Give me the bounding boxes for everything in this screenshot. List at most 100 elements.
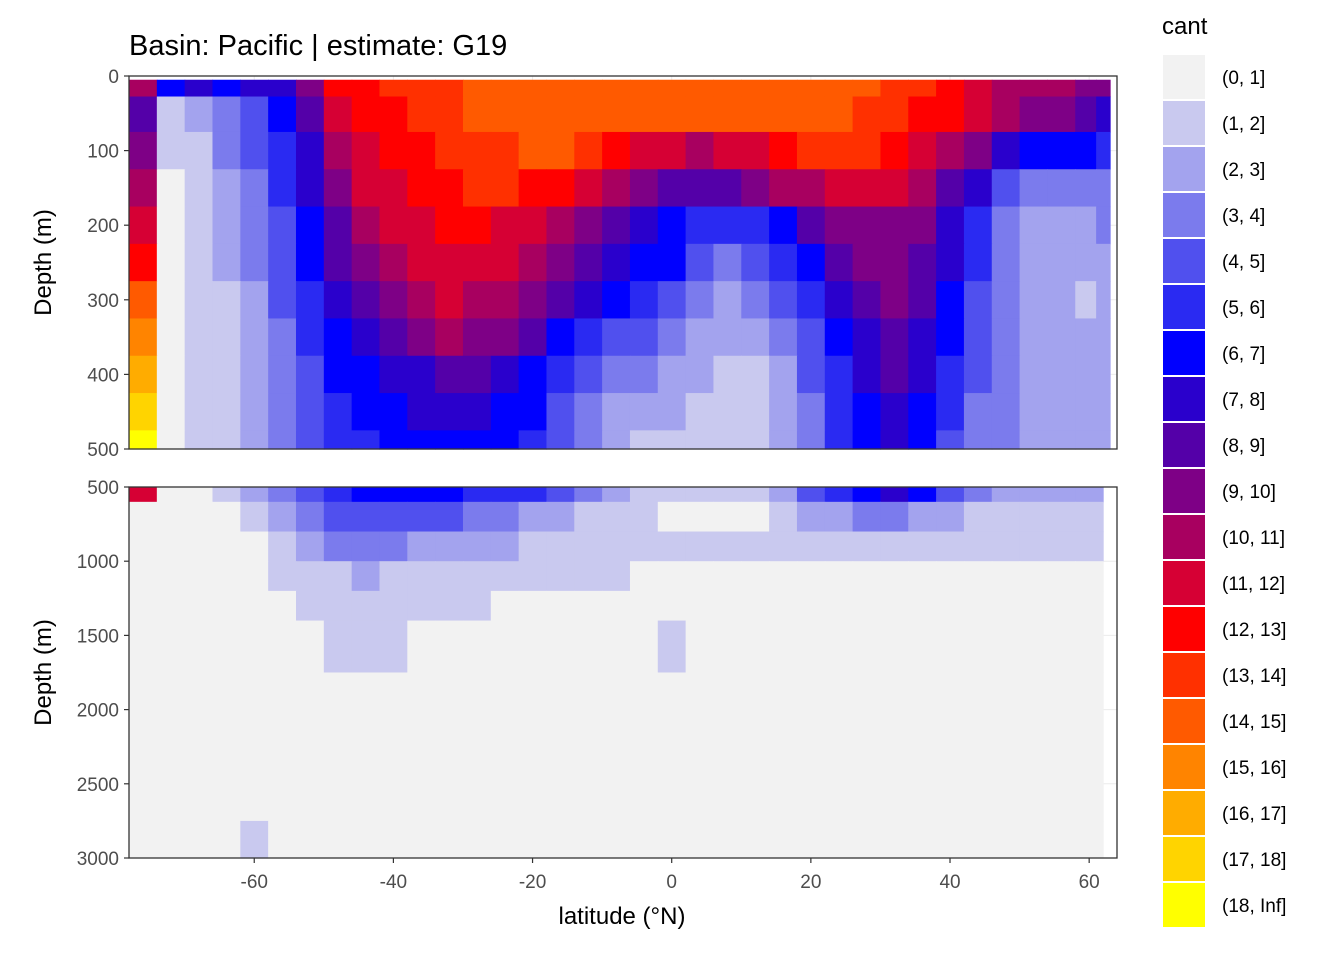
cant-cell [490,131,520,170]
cant-cell [908,79,937,98]
cant-cell [546,620,575,674]
y-tick-label: 100 [87,142,119,163]
cant-cell [713,169,742,208]
x-axis: -60 -40 -20 0 20 40 60 [241,858,1100,893]
cant-cell [212,501,241,533]
cant-cell [852,96,882,133]
cant-cell [908,96,937,133]
cant-cell [1047,79,1076,98]
cant-cell [713,672,742,748]
cant-cell [657,531,687,562]
cant-cell [991,561,1021,592]
cant-cell [936,169,965,208]
cant-cell [268,620,297,674]
cant-cell [295,531,325,562]
cant-cell [574,281,603,320]
cant-cell [295,393,325,431]
cant-cell [212,561,241,592]
cant-cell [1047,590,1076,622]
cant-cell [323,206,353,245]
cant-cell [295,243,325,282]
cant-cell [1019,430,1049,450]
y-tick-label: 2500 [77,775,119,796]
cant-cell [1096,430,1111,450]
cant-cell [741,561,770,592]
cant-cell [351,243,381,282]
cant-cell [212,281,241,320]
cant-cell [852,820,882,859]
cant-cell [212,79,241,98]
cant-cell [685,281,715,320]
cant-cell [518,96,548,133]
cant-cell [936,393,965,431]
cant-cell [963,820,993,859]
cant-cell [991,746,1021,822]
cant-cell [1019,131,1049,170]
cant-cell [1075,430,1097,450]
legend-swatch [1163,55,1205,99]
cant-cell [685,620,715,674]
cant-cell [824,393,854,431]
cant-cell [129,501,158,533]
cant-cell [880,393,909,431]
cant-cell [212,590,241,622]
cant-cell [129,79,158,98]
legend-swatch [1163,285,1205,329]
cant-cell [268,531,297,562]
cant-cell [574,820,603,859]
cant-cell [435,620,464,674]
cant-cell [351,531,381,562]
cant-cell [936,131,965,170]
cant-cell [769,430,798,450]
cant-cell [991,169,1021,208]
cant-cell [769,169,798,208]
cant-cell [796,96,826,133]
cant-cell [1047,96,1076,133]
cant-cell [769,820,798,859]
cant-cell [713,393,742,431]
lower-y-axis-title: Depth (m) [30,619,57,726]
legend-label: (0, 1] [1222,68,1265,89]
cant-cell [657,672,687,748]
cant-cell [1019,746,1049,822]
cant-cell [963,561,993,592]
legend-label: (7, 8] [1222,390,1265,411]
cant-cell [936,746,965,822]
legend-swatch [1163,239,1205,283]
cant-cell [546,590,575,622]
cant-cell [908,243,937,282]
cant-cell [963,746,993,822]
cant-cell [880,746,909,822]
cant-cell [518,79,548,98]
cant-cell [351,206,381,245]
cant-cell [796,79,826,98]
cant-cell [462,561,492,592]
cant-cell [852,318,882,357]
cant-cell [462,79,492,98]
cant-cell [657,206,687,245]
cant-cell [129,531,158,562]
cant-cell [852,487,882,503]
cant-cell [852,355,882,394]
cant-cell [769,620,798,674]
cant-cell [295,430,325,450]
cant-cell [184,430,214,450]
cant-cell [156,672,186,748]
cant-cell [212,672,241,748]
cant-cell [407,169,436,208]
cant-cell [212,620,241,674]
cant-cell [351,318,381,357]
cant-cell [685,672,715,748]
cant-cell [741,131,770,170]
cant-cell [518,746,548,822]
cant-cell [1096,206,1111,245]
cant-cell [295,501,325,533]
cant-cell [518,131,548,170]
cant-cell [824,281,854,320]
cant-cell [657,820,687,859]
cant-cell [240,531,269,562]
cant-cell [323,561,353,592]
legend: cant (0, 1] (1, 2] (2, 3] (3, 4] (4, 5] (5, 6… [1162,13,1286,927]
cant-cell [657,487,687,503]
